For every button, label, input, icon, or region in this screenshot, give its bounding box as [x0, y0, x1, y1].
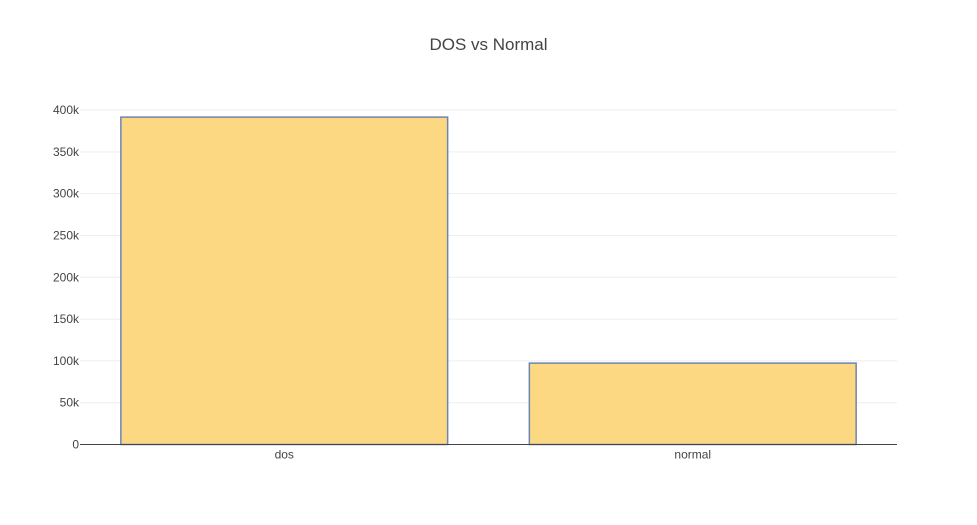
y-tick-label: 350k [53, 145, 80, 159]
bars [120, 116, 857, 446]
y-tick-label: 300k [53, 187, 80, 201]
chart-title: DOS vs Normal [429, 35, 547, 54]
y-tick-label: 150k [53, 312, 80, 326]
bar-normal [528, 362, 857, 446]
x-tick-label: normal [674, 448, 711, 462]
y-axis-ticks: 0 50k 100k 150k 200k 250k 300k 350k 400k [53, 103, 80, 452]
y-tick-label: 0 [72, 438, 79, 452]
x-axis-ticks: dos normal [275, 448, 712, 462]
y-tick-label: 400k [53, 103, 80, 117]
y-tick-label: 250k [53, 228, 80, 242]
y-tick-label: 200k [53, 270, 80, 284]
y-tick-label: 100k [53, 354, 80, 368]
y-tick-label: 50k [60, 396, 80, 410]
bar-dos [120, 116, 449, 446]
x-tick-label: dos [275, 448, 294, 462]
